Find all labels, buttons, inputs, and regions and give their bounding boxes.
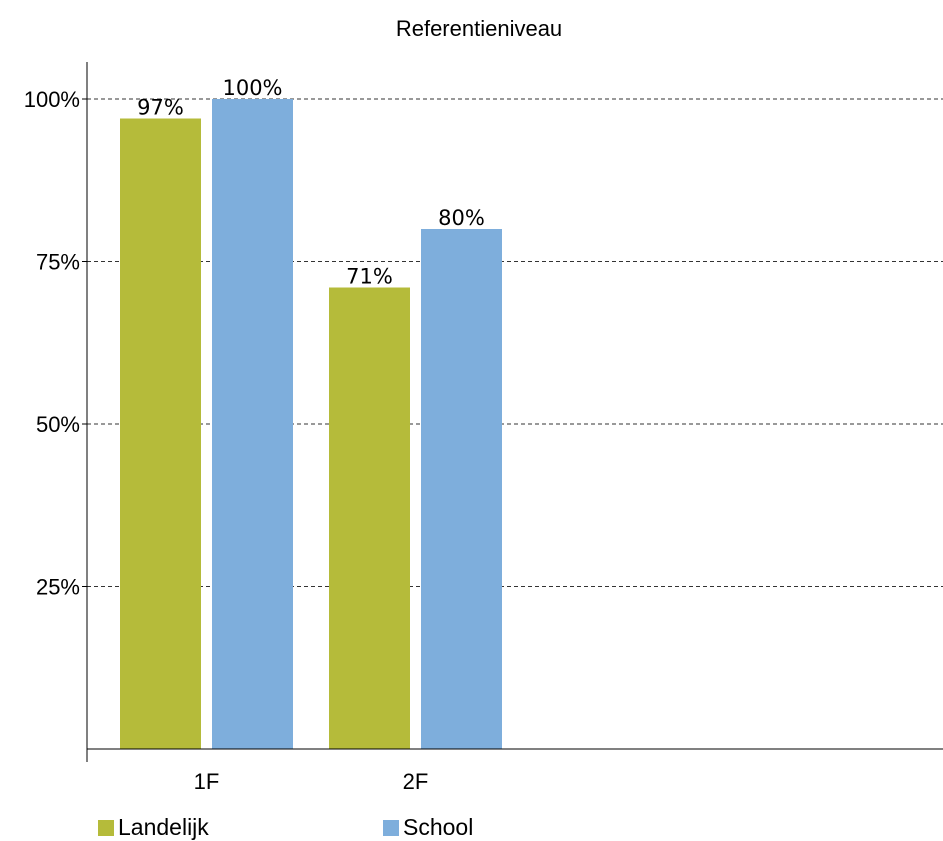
y-tick-label: 25% [36,575,80,600]
y-tick-label: 50% [36,412,80,437]
bar-school-2f [421,229,502,749]
legend: Landelijk School [98,814,473,841]
data-label: 97% [137,96,184,120]
bars [120,99,502,749]
bar-landelijk-1f [120,118,201,749]
y-tick-label: 75% [36,250,80,275]
data-labels: 97% 100% 71% 80% [137,76,485,289]
x-tick-label: 1F [194,769,220,794]
y-tick-label: 100% [24,87,80,112]
data-label: 71% [346,265,393,289]
data-label: 80% [438,206,485,230]
data-label: 100% [222,76,282,100]
legend-label-landelijk: Landelijk [118,814,209,840]
bar-landelijk-2f [329,287,410,749]
x-tick-label: 2F [403,769,429,794]
legend-label-school: School [403,814,474,840]
legend-swatch-landelijk [98,819,114,836]
legend-item-school: School [383,814,473,841]
bar-school-1f [212,99,293,749]
axes: 25% 50% 75% 100% 1F 2F [24,62,943,794]
chart-title: Referentieniveau [396,16,562,41]
legend-swatch-school [383,819,399,836]
legend-item-landelijk: Landelijk [98,814,383,841]
